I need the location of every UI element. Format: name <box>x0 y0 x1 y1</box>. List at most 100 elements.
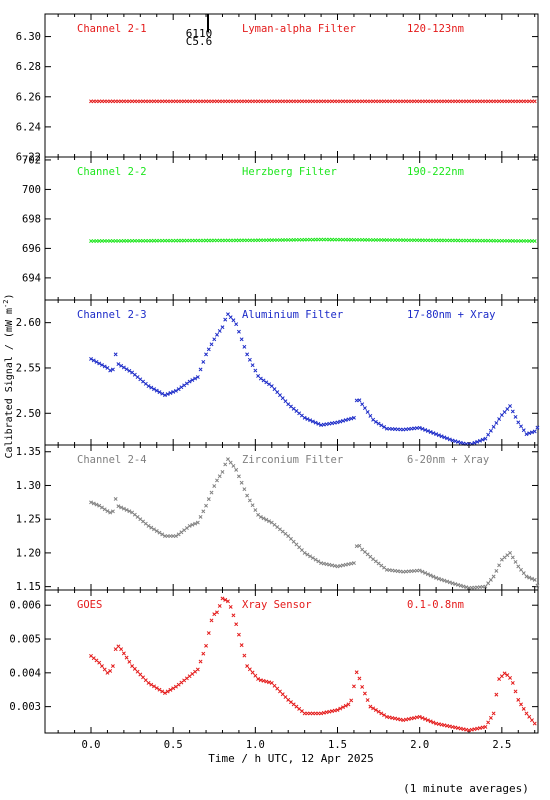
data-point <box>190 522 195 527</box>
data-point <box>535 583 540 588</box>
data-point <box>373 419 378 424</box>
panel-frame <box>44 444 539 591</box>
data-point <box>234 322 239 327</box>
data-point <box>160 391 165 396</box>
data-point <box>362 406 367 411</box>
data-point <box>272 683 277 688</box>
y-tick-label: 2.55 <box>16 362 41 374</box>
data-point <box>97 660 102 665</box>
data-point <box>376 709 381 714</box>
data-point <box>313 420 318 425</box>
data-point <box>343 418 348 423</box>
data-point <box>91 501 96 506</box>
x-tick-label: 1.5 <box>328 739 347 751</box>
data-point <box>113 496 118 501</box>
data-point <box>236 632 241 637</box>
data-point <box>349 698 354 703</box>
data-point <box>475 439 480 444</box>
data-point <box>297 545 302 550</box>
data-point <box>519 567 523 572</box>
data-point <box>508 675 513 680</box>
data-point <box>264 380 269 385</box>
data-point <box>535 425 540 430</box>
data-point <box>236 329 241 334</box>
y-tick-label: 6.24 <box>16 121 41 133</box>
data-point <box>475 726 480 731</box>
data-point <box>245 493 250 498</box>
data-point <box>283 399 288 404</box>
data-point <box>258 376 263 381</box>
data-point <box>467 728 471 733</box>
data-point <box>483 436 488 441</box>
data-point <box>346 417 351 422</box>
data-point <box>294 542 299 547</box>
data-point <box>209 342 214 347</box>
data-point <box>349 561 354 566</box>
data-point <box>198 659 203 664</box>
data-point <box>532 721 537 726</box>
data-point <box>360 402 365 407</box>
data-point <box>239 337 244 342</box>
data-point <box>483 724 488 729</box>
data-point <box>100 362 104 367</box>
data-point <box>382 425 387 429</box>
data-point <box>250 503 255 508</box>
data-point <box>190 378 195 383</box>
y-tick-label: 6.30 <box>16 31 41 43</box>
data-point <box>278 393 282 398</box>
data-point <box>417 568 422 573</box>
data-point <box>149 525 154 530</box>
data-point <box>357 676 362 681</box>
data-point <box>110 367 115 372</box>
data-point <box>308 554 313 559</box>
data-point <box>198 514 203 519</box>
data-point <box>124 367 129 372</box>
data-point <box>524 432 529 437</box>
data-point <box>283 695 288 700</box>
data-point <box>343 703 348 708</box>
data-point <box>434 721 439 726</box>
data-point <box>132 666 137 671</box>
data-point <box>308 418 313 423</box>
data-point <box>91 358 96 363</box>
data-point <box>338 419 343 424</box>
data-point <box>439 434 444 439</box>
panel-frame <box>44 156 539 301</box>
data-point <box>223 317 228 322</box>
data-point <box>351 684 356 689</box>
data-point <box>382 713 387 718</box>
data-point <box>288 536 293 541</box>
panel-channel-label: Channel 2-2 <box>77 166 147 178</box>
data-point <box>321 561 326 566</box>
data-point <box>212 612 217 617</box>
data-point <box>508 550 513 555</box>
data-point <box>247 498 252 503</box>
data-point <box>302 415 307 420</box>
data-point <box>354 670 359 675</box>
y-tick-label: 700 <box>22 184 41 196</box>
panel-band-label: 190-222nm <box>407 166 464 178</box>
y-tick-label: 696 <box>22 243 41 255</box>
data-point <box>176 387 181 392</box>
data-point <box>253 673 258 678</box>
data-point <box>425 428 430 433</box>
data-point <box>527 714 532 719</box>
data-point <box>220 596 225 601</box>
data-point <box>234 622 239 627</box>
data-point <box>267 382 271 387</box>
data-point <box>280 692 285 697</box>
data-point <box>417 714 422 719</box>
y-tick-label: 702 <box>22 154 41 166</box>
data-point <box>486 720 491 725</box>
data-point <box>187 523 192 528</box>
data-point <box>346 702 351 707</box>
data-point <box>486 432 491 437</box>
data-point <box>447 580 452 585</box>
data-point <box>160 532 165 537</box>
data-point <box>157 390 162 395</box>
data-point <box>121 365 126 370</box>
data-point <box>486 581 491 586</box>
data-point <box>286 534 291 538</box>
data-point <box>425 718 430 723</box>
y-axis-label: Calibrated Signal / (mW m-2) <box>2 294 15 459</box>
